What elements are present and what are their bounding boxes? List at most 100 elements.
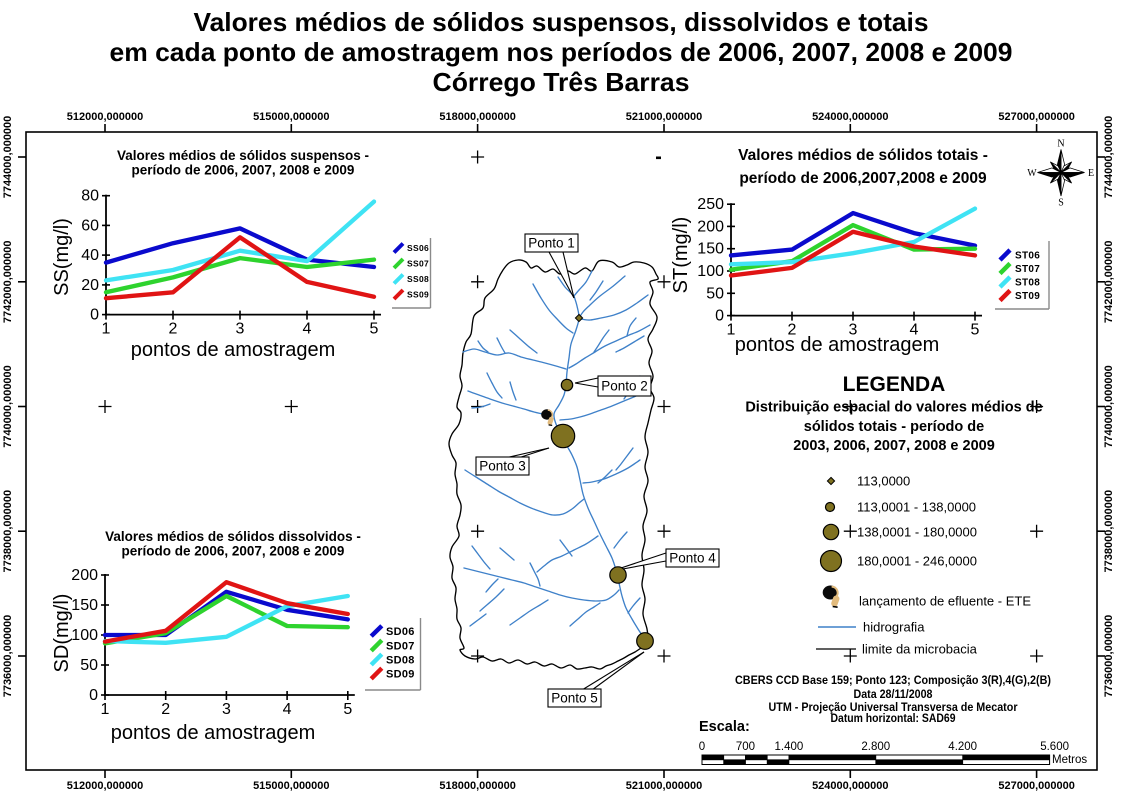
svg-text:ST09: ST09 xyxy=(1015,291,1040,302)
svg-text:50: 50 xyxy=(706,285,724,302)
svg-text:100: 100 xyxy=(71,627,98,644)
svg-text:4: 4 xyxy=(910,322,919,339)
svg-text:200: 200 xyxy=(697,218,724,235)
svg-text:150: 150 xyxy=(71,597,98,614)
svg-text:200: 200 xyxy=(71,567,98,584)
svg-text:S: S xyxy=(1058,198,1064,209)
svg-text:SS09: SS09 xyxy=(407,290,429,300)
svg-text:60: 60 xyxy=(81,217,99,234)
svg-text:1.400: 1.400 xyxy=(775,741,804,753)
svg-text:Ponto 1: Ponto 1 xyxy=(528,236,575,251)
svg-text:LEGENDA: LEGENDA xyxy=(843,373,946,396)
svg-text:0: 0 xyxy=(90,307,99,324)
svg-text:hidrografia: hidrografia xyxy=(863,620,925,635)
svg-text:515000,000000: 515000,000000 xyxy=(253,111,329,123)
svg-text:1: 1 xyxy=(727,322,736,339)
svg-text:Metros: Metros xyxy=(1052,754,1087,766)
svg-text:515000,000000: 515000,000000 xyxy=(253,780,329,792)
svg-text:pontos de amostragem: pontos de amostragem xyxy=(131,339,336,361)
svg-text:7744000,000000: 7744000,000000 xyxy=(1103,116,1115,199)
svg-text:7740000,000000: 7740000,000000 xyxy=(1103,365,1115,448)
svg-text:3: 3 xyxy=(222,701,231,718)
svg-text:524000,000000: 524000,000000 xyxy=(812,780,888,792)
svg-text:SD06: SD06 xyxy=(386,626,415,638)
svg-text:527000,000000: 527000,000000 xyxy=(998,111,1074,123)
svg-text:em cada ponto de amostragem no: em cada ponto de amostragem nos períodos… xyxy=(110,37,1013,67)
svg-text:3: 3 xyxy=(849,322,858,339)
svg-text:7742000,000000: 7742000,000000 xyxy=(2,241,14,324)
svg-text:5: 5 xyxy=(343,701,352,718)
svg-text:2.800: 2.800 xyxy=(861,741,890,753)
svg-text:Datum horizontal: SAD69: Datum horizontal: SAD69 xyxy=(831,711,956,725)
svg-text:521000,000000: 521000,000000 xyxy=(626,111,702,123)
svg-text:Ponto 2: Ponto 2 xyxy=(601,379,648,394)
svg-text:ST08: ST08 xyxy=(1015,278,1040,289)
svg-text:80: 80 xyxy=(81,188,99,205)
svg-text:4: 4 xyxy=(303,321,312,338)
svg-text:0: 0 xyxy=(715,308,724,325)
svg-text:período de 2006, 2007, 2008 e: período de 2006, 2007, 2008 e 2009 xyxy=(122,544,345,559)
svg-text:Data 28/11/2008: Data 28/11/2008 xyxy=(854,687,933,701)
svg-text:700: 700 xyxy=(736,741,755,753)
svg-text:ST06: ST06 xyxy=(1015,251,1040,262)
svg-text:113,0001 - 138,0000: 113,0001 - 138,0000 xyxy=(857,500,976,515)
svg-text:7738000,000000: 7738000,000000 xyxy=(2,490,14,573)
svg-text:Distribuição espacial do valor: Distribuição espacial do valores médios … xyxy=(745,400,1042,416)
svg-text:7738000,000000: 7738000,000000 xyxy=(1103,490,1115,573)
svg-text:521000,000000: 521000,000000 xyxy=(626,780,702,792)
svg-text:SS06: SS06 xyxy=(407,243,429,253)
svg-text:40: 40 xyxy=(81,247,99,264)
svg-text:7736000,000000: 7736000,000000 xyxy=(2,615,14,698)
svg-text:Córrego Três Barras: Córrego Três Barras xyxy=(433,67,690,97)
svg-text:2: 2 xyxy=(161,701,170,718)
svg-text:sólidos totais - período de: sólidos totais - período de xyxy=(804,419,984,435)
svg-text:5: 5 xyxy=(971,322,980,339)
svg-text:1: 1 xyxy=(101,701,110,718)
svg-text:SS07: SS07 xyxy=(407,259,429,269)
svg-text:Escala:: Escala: xyxy=(699,719,750,735)
svg-text:Ponto 3: Ponto 3 xyxy=(479,459,526,474)
svg-text:524000,000000: 524000,000000 xyxy=(812,111,888,123)
svg-text:527000,000000: 527000,000000 xyxy=(998,780,1074,792)
svg-text:1: 1 xyxy=(102,321,111,338)
svg-text:100: 100 xyxy=(697,263,724,280)
svg-text:4: 4 xyxy=(283,701,292,718)
svg-text:SD(mg/l): SD(mg/l) xyxy=(51,594,73,673)
svg-text:20: 20 xyxy=(81,277,99,294)
svg-text:N: N xyxy=(1057,139,1064,150)
svg-text:lançamento de efluente - ETE: lançamento de efluente - ETE xyxy=(859,594,1031,609)
svg-text:2003, 2006, 2007, 2008 e 2009: 2003, 2006, 2007, 2008 e 2009 xyxy=(793,438,995,454)
svg-text:período de 2006,2007,2008 e 20: período de 2006,2007,2008 e 2009 xyxy=(739,170,987,187)
svg-text:pontos de amostragem: pontos de amostragem xyxy=(735,334,940,356)
svg-text:W: W xyxy=(1027,168,1037,179)
svg-text:ST07: ST07 xyxy=(1015,264,1040,275)
svg-text:SD07: SD07 xyxy=(386,640,415,652)
svg-text:5.600: 5.600 xyxy=(1040,741,1069,753)
svg-text:Valores médios de sólidos susp: Valores médios de sólidos suspensos, dis… xyxy=(194,7,929,37)
svg-text:SD09: SD09 xyxy=(386,668,415,680)
svg-text:4.200: 4.200 xyxy=(948,741,977,753)
svg-text:250: 250 xyxy=(697,196,724,213)
svg-text:Valores médios de sólidos susp: Valores médios de sólidos suspensos - xyxy=(117,148,369,163)
svg-text:período de 2006, 2007, 2008 e: período de 2006, 2007, 2008 e 2009 xyxy=(132,163,355,178)
svg-text:7744000,000000: 7744000,000000 xyxy=(2,116,14,199)
svg-text:ST(mg/l): ST(mg/l) xyxy=(670,217,692,294)
svg-text:512000,000000: 512000,000000 xyxy=(67,780,143,792)
svg-text:0: 0 xyxy=(699,741,705,753)
svg-text:2: 2 xyxy=(169,321,178,338)
svg-text:0: 0 xyxy=(89,687,98,704)
svg-text:3: 3 xyxy=(236,321,245,338)
svg-text:138,0001 - 180,0000: 138,0001 - 180,0000 xyxy=(857,525,977,540)
svg-text:7742000,000000: 7742000,000000 xyxy=(1103,241,1115,324)
svg-text:2: 2 xyxy=(788,322,797,339)
svg-text:518000,000000: 518000,000000 xyxy=(439,111,515,123)
svg-text:UTM - Projeção Universal Trans: UTM - Projeção Universal Transversa de M… xyxy=(769,700,1018,714)
svg-text:Valores médios de sólidos tota: Valores médios de sólidos totais - xyxy=(738,147,988,164)
svg-text:SS08: SS08 xyxy=(407,274,429,284)
svg-text:512000,000000: 512000,000000 xyxy=(67,111,143,123)
svg-text:Ponto 5: Ponto 5 xyxy=(551,691,598,706)
svg-text:SD08: SD08 xyxy=(386,654,415,666)
svg-text:7736000,000000: 7736000,000000 xyxy=(1103,615,1115,698)
svg-text:SS(mg/l): SS(mg/l) xyxy=(51,218,73,296)
svg-text:113,0000: 113,0000 xyxy=(857,474,910,489)
